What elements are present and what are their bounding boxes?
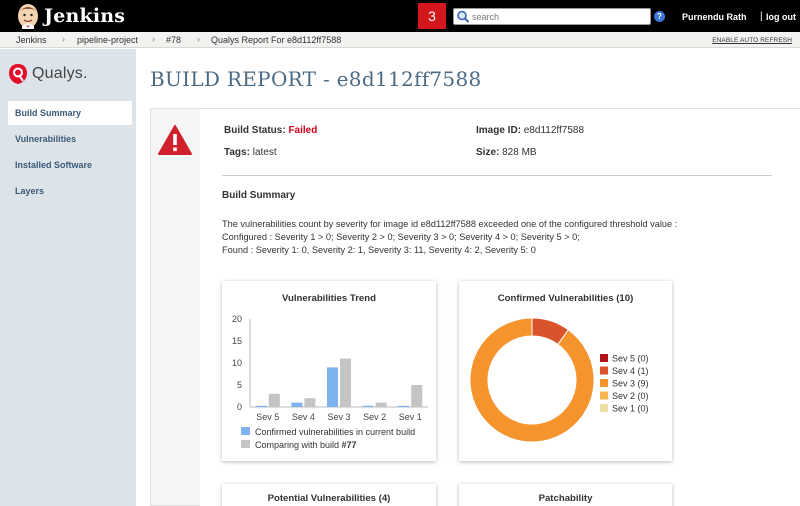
sidebar-item-installed-software[interactable]: Installed Software <box>15 160 93 170</box>
top-bar: Jenkins 3 ? Purnendu Rath | log out <box>0 0 800 32</box>
search-icon <box>457 10 470 23</box>
image-id: Image ID: e8d112ff7588 <box>476 125 584 136</box>
section-divider <box>222 175 772 176</box>
bar <box>398 405 410 407</box>
legend-swatch <box>600 379 608 387</box>
qualys-logo: Qualys. <box>8 63 88 85</box>
bar <box>304 398 316 407</box>
sidebar-item-build-summary[interactable]: Build Summary <box>8 101 132 125</box>
confirmed-vulnerabilities-card: Confirmed Vulnerabilities (10) Sev 5 (0)… <box>459 281 672 461</box>
card-title: Confirmed Vulnerabilities (10) <box>497 293 634 304</box>
potential-vulnerabilities-card: Potential Vulnerabilities (4) <box>222 484 436 506</box>
enable-auto-refresh-link[interactable]: ENABLE AUTO REFRESH <box>712 37 792 44</box>
bar <box>375 402 387 407</box>
search-input[interactable] <box>471 9 646 24</box>
size: Size: 828 MB <box>476 147 537 158</box>
y-tick-label: 0 <box>237 402 242 412</box>
chevron-right-icon[interactable]: › <box>152 34 155 44</box>
legend-swatch <box>600 354 608 362</box>
search-box[interactable] <box>453 8 651 25</box>
x-tick-label: Sev 2 <box>363 412 386 422</box>
jenkins-butler-icon <box>18 4 38 29</box>
user-name-link[interactable]: Purnendu Rath <box>682 12 747 22</box>
legend-label: Sev 1 (0) <box>612 404 649 414</box>
bar <box>327 367 338 407</box>
card-title: Patchability <box>538 493 593 504</box>
legend-swatch <box>241 427 250 435</box>
warning-icon <box>158 125 192 155</box>
sidebar-item-layers[interactable]: Layers <box>15 186 45 196</box>
x-tick-label: Sev 4 <box>292 412 315 422</box>
tags-label: Tags: <box>224 147 250 158</box>
bar <box>362 405 374 407</box>
section-title: Build Summary <box>222 190 296 201</box>
chevron-right-icon[interactable]: › <box>62 34 65 44</box>
sidebar-item-vulnerabilities[interactable]: Vulnerabilities <box>15 134 77 144</box>
legend-label: Sev 4 (1) <box>612 366 649 376</box>
legend-swatch <box>600 404 608 412</box>
card-title: Vulnerabilities Trend <box>281 293 376 304</box>
summary-line: Configured : Severity 1 > 0; Severity 2 … <box>222 232 580 242</box>
sidebar: Qualys. Build Summary Vulnerabilities In… <box>0 49 136 506</box>
logo-text: Jenkins <box>44 5 126 27</box>
x-tick-label: Sev 5 <box>256 412 279 422</box>
jenkins-logo[interactable]: Jenkins <box>16 3 125 29</box>
breadcrumb-report[interactable]: Qualys Report For e8d112ff7588 <box>211 35 342 45</box>
build-status: Build Status: Failed <box>224 125 317 136</box>
tags: Tags: latest <box>224 147 277 158</box>
tags-value: latest <box>252 147 277 158</box>
donut-slice <box>469 317 595 443</box>
size-label: Size: <box>476 147 500 158</box>
header-separator: | <box>760 11 763 22</box>
logout-link[interactable]: log out <box>766 12 796 22</box>
breadcrumb-project[interactable]: pipeline-project <box>77 35 139 45</box>
confirmed-donut-chart: Sev 5 (0) Sev 4 (1) Sev 3 (9) Sev 2 (0) Sev … <box>469 317 649 443</box>
bar <box>411 385 423 407</box>
bar <box>268 393 280 407</box>
legend-swatch <box>600 366 608 375</box>
image-id-label: Image ID: <box>476 125 522 136</box>
y-tick-label: 20 <box>232 314 242 324</box>
x-tick-label: Sev 1 <box>399 412 422 422</box>
y-tick-label: 15 <box>232 336 242 346</box>
qualys-shield-icon <box>9 64 27 84</box>
summary-line: Found : Severity 1: 0, Severity 2: 1, Se… <box>222 245 536 255</box>
help-icon[interactable]: ? <box>654 11 665 22</box>
bar <box>340 358 351 407</box>
bar <box>255 405 267 407</box>
legend-swatch <box>241 440 250 448</box>
bar <box>291 402 303 407</box>
legend-swatch <box>600 391 608 400</box>
qualys-brand-text: Qualys. <box>32 65 88 82</box>
breadcrumb: Jenkins › pipeline-project › #78 › Qualy… <box>0 32 800 48</box>
breadcrumb-build[interactable]: #78 <box>166 35 182 45</box>
breadcrumb-jenkins[interactable]: Jenkins <box>16 35 47 45</box>
x-tick-label: Sev 3 <box>327 412 350 422</box>
summary-line: The vulnerabilities count by severity fo… <box>222 219 678 229</box>
page-title: BUILD REPORT - e8d112ff7588 <box>150 67 482 91</box>
chevron-right-icon[interactable]: › <box>197 34 200 44</box>
legend-label: Sev 3 (9) <box>612 379 649 389</box>
legend-label: Sev 5 (0) <box>612 354 649 364</box>
card-title: Potential Vulnerabilities (4) <box>267 493 391 504</box>
build-status-label: Build Status: <box>224 125 286 136</box>
notification-badge[interactable]: 3 <box>418 3 446 29</box>
image-id-value: e8d112ff7588 <box>523 125 585 136</box>
vulnerabilities-trend-card: Vulnerabilities Trend 0 5 10 15 20 Sev 5 Sev 4… <box>222 281 436 461</box>
y-tick-label: 5 <box>237 380 242 390</box>
y-tick-label: 10 <box>232 358 242 368</box>
trend-chart: 0 5 10 15 20 Sev 5 Sev 4 Sev 3 Sev 2 Sev 1 Confirm… <box>232 314 428 450</box>
legend-label: Sev 2 (0) <box>612 391 649 401</box>
size-value: 828 MB <box>502 147 537 158</box>
patchability-card: Patchability <box>459 484 672 506</box>
build-status-value: Failed <box>288 125 318 136</box>
legend-label: Comparing with build #77 <box>255 440 357 450</box>
legend-label: Confirmed vulnerabilities in current bui… <box>255 427 415 437</box>
